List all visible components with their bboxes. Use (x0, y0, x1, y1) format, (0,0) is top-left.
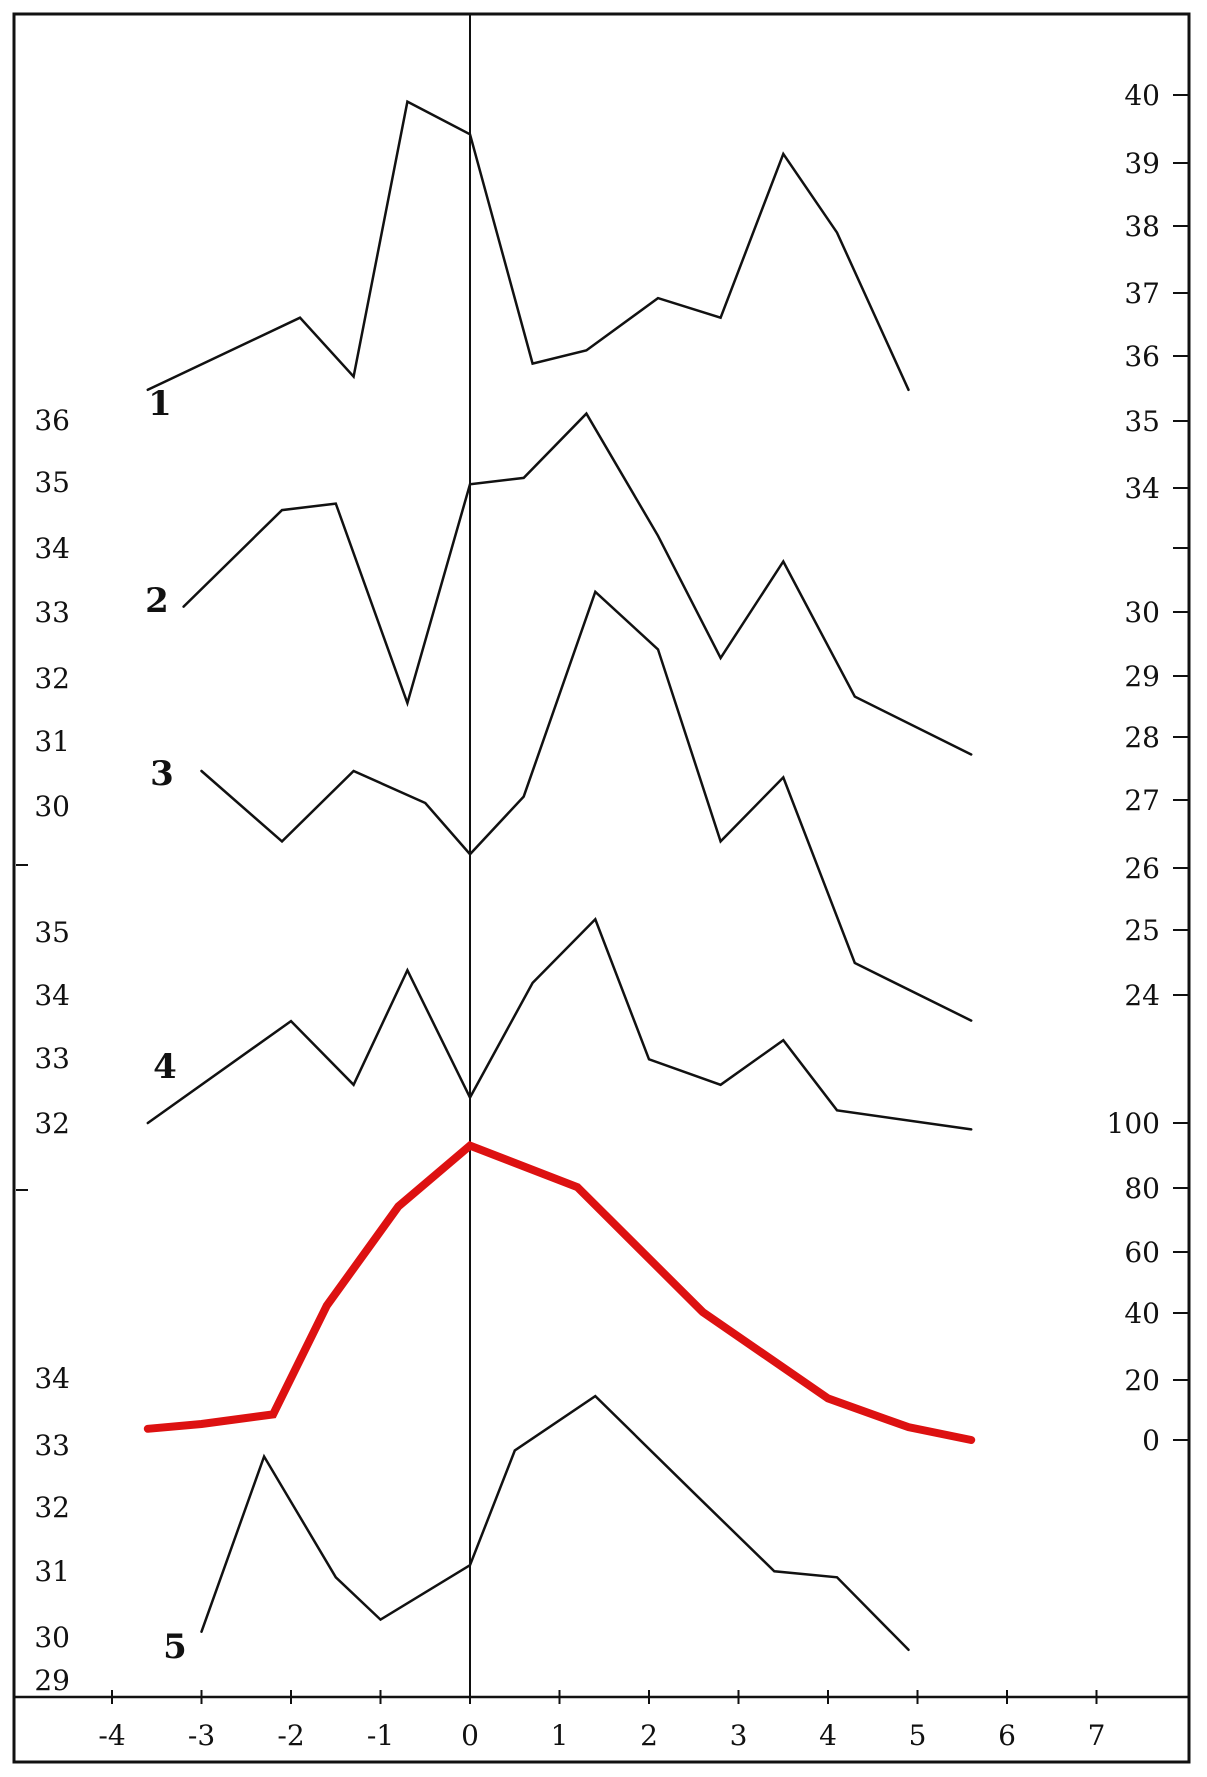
right-axis-label: 0 (1142, 1424, 1160, 1457)
left-axis-label: 33 (34, 596, 70, 629)
x-tick-label: -1 (367, 1719, 394, 1752)
chart-frame (12, 12, 1191, 1764)
x-tick-label: 3 (730, 1719, 748, 1752)
right-axis-label: 60 (1124, 1236, 1160, 1269)
x-ticks: -4 -3 -2 -1 0 1 2 3 4 5 6 7 (98, 1690, 1105, 1752)
x-tick-label: 6 (998, 1719, 1016, 1752)
left-axis-label: 33 (34, 1042, 70, 1075)
right-axis-label: 20 (1124, 1364, 1160, 1397)
left-axis-label: 35 (34, 466, 70, 499)
left-axis-labels: 36 35 34 33 32 31 30 35 34 33 32 34 33 32 31 30 29 (16, 404, 70, 1697)
series-label-4: 4 (153, 1047, 177, 1087)
series-label-5: 5 (163, 1627, 187, 1667)
series-group: 1 2 3 4 5 (143, 99, 976, 1667)
right-axis-label: 29 (1124, 660, 1160, 693)
left-axis-label: 34 (34, 1362, 70, 1395)
x-tick-label: 7 (1088, 1719, 1106, 1752)
right-axis-label: 28 (1124, 721, 1160, 754)
x-tick-label: -4 (98, 1719, 125, 1752)
right-axis-label: 26 (1124, 852, 1160, 885)
left-axis-label: 34 (34, 979, 70, 1012)
left-axis-label: 32 (34, 1491, 70, 1524)
left-axis-label: 35 (34, 916, 70, 949)
x-tick-label: 4 (819, 1719, 837, 1752)
x-tick-label: -3 (188, 1719, 215, 1752)
x-tick-label: 2 (640, 1719, 658, 1752)
x-tick-label: 5 (909, 1719, 927, 1752)
right-axis-label: 35 (1124, 405, 1160, 438)
right-axis-label: 36 (1124, 340, 1160, 373)
right-axis-label: 80 (1124, 1172, 1160, 1205)
right-axis-labels: 40 39 38 37 36 35 34 30 29 28 27 26 25 24 100 80 60 40 20 0 (1107, 79, 1189, 1457)
x-tick-label: 1 (551, 1719, 569, 1752)
right-axis-label: 40 (1124, 79, 1160, 112)
right-axis-label: 37 (1124, 277, 1160, 310)
series-line-3 (200, 589, 973, 1022)
series-line-5 (200, 1394, 910, 1652)
series-label-3: 3 (150, 754, 174, 794)
right-axis-label: 40 (1124, 1297, 1160, 1330)
series-line-2 (182, 411, 973, 756)
right-axis-label: 25 (1124, 914, 1160, 947)
left-axis-label: 32 (34, 662, 70, 695)
right-axis-label: 27 (1124, 784, 1160, 817)
x-tick-label: -2 (277, 1719, 304, 1752)
x-tick-label: 0 (461, 1719, 479, 1752)
right-axis-label: 24 (1124, 979, 1160, 1012)
left-axis-label: 36 (34, 404, 70, 437)
left-axis-label: 33 (34, 1429, 70, 1462)
right-axis-label: 39 (1124, 147, 1160, 180)
series-line-1 (146, 99, 910, 392)
series-line-red (143, 1141, 976, 1444)
series-label-1: 1 (148, 384, 172, 424)
series-line-4 (146, 917, 973, 1131)
right-axis-label: 100 (1107, 1107, 1160, 1140)
left-axis-label: 32 (34, 1107, 70, 1140)
left-axis-label: 31 (34, 725, 70, 758)
left-axis-label: 29 (34, 1664, 70, 1697)
left-axis-label: 31 (34, 1555, 70, 1588)
right-axis-label: 30 (1124, 596, 1160, 629)
left-axis-label: 30 (34, 790, 70, 823)
right-axis-label: 34 (1124, 472, 1160, 505)
left-axis-label: 34 (34, 532, 70, 565)
left-axis-label: 30 (34, 1621, 70, 1654)
right-axis-label: 38 (1124, 210, 1160, 243)
series-label-2: 2 (145, 581, 169, 621)
